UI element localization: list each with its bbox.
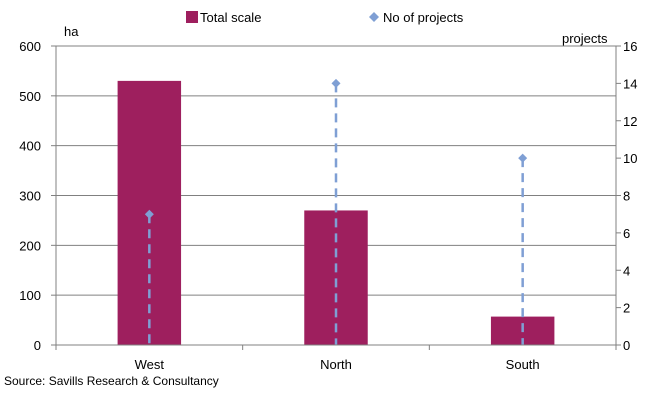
x-axis-ticks: West North South	[55, 345, 617, 372]
right-tick-label: 16	[623, 39, 637, 54]
legend-marker-projects	[369, 12, 379, 22]
right-tick-label: 10	[623, 151, 637, 166]
right-tick-label: 6	[623, 226, 630, 241]
left-tick-label: 0	[34, 338, 41, 353]
left-axis-unit: ha	[64, 24, 79, 39]
legend-swatch-total-scale	[186, 11, 198, 23]
legend-label-projects: No of projects	[383, 10, 464, 25]
right-axis-ticks: 0 2 4 6 8 10 12 14 16	[616, 39, 637, 353]
left-axis-ticks: 0 100 200 300 400 500 600	[19, 39, 56, 353]
x-tick-label: North	[320, 357, 352, 372]
left-tick-label: 500	[19, 89, 41, 104]
right-tick-label: 4	[623, 263, 630, 278]
left-tick-label: 300	[19, 189, 41, 204]
right-axis-unit: projects	[562, 31, 608, 46]
bar-north	[304, 210, 368, 345]
marker-north	[331, 78, 341, 88]
legend: Total scale No of projects	[186, 10, 464, 25]
x-tick-label: West	[135, 357, 165, 372]
left-tick-label: 200	[19, 238, 41, 253]
right-tick-label: 2	[623, 301, 630, 316]
droplines	[144, 78, 528, 345]
left-tick-label: 100	[19, 288, 41, 303]
left-tick-label: 400	[19, 139, 41, 154]
legend-label-total-scale: Total scale	[200, 10, 261, 25]
source-note: Source: Savills Research & Consultancy	[4, 374, 219, 388]
right-tick-label: 8	[623, 189, 630, 204]
left-tick-label: 600	[19, 39, 41, 54]
right-tick-label: 0	[623, 338, 630, 353]
marker-west	[144, 209, 154, 219]
right-tick-label: 12	[623, 114, 637, 129]
marker-south	[518, 153, 528, 163]
right-tick-label: 14	[623, 76, 637, 91]
x-tick-label: South	[506, 357, 540, 372]
